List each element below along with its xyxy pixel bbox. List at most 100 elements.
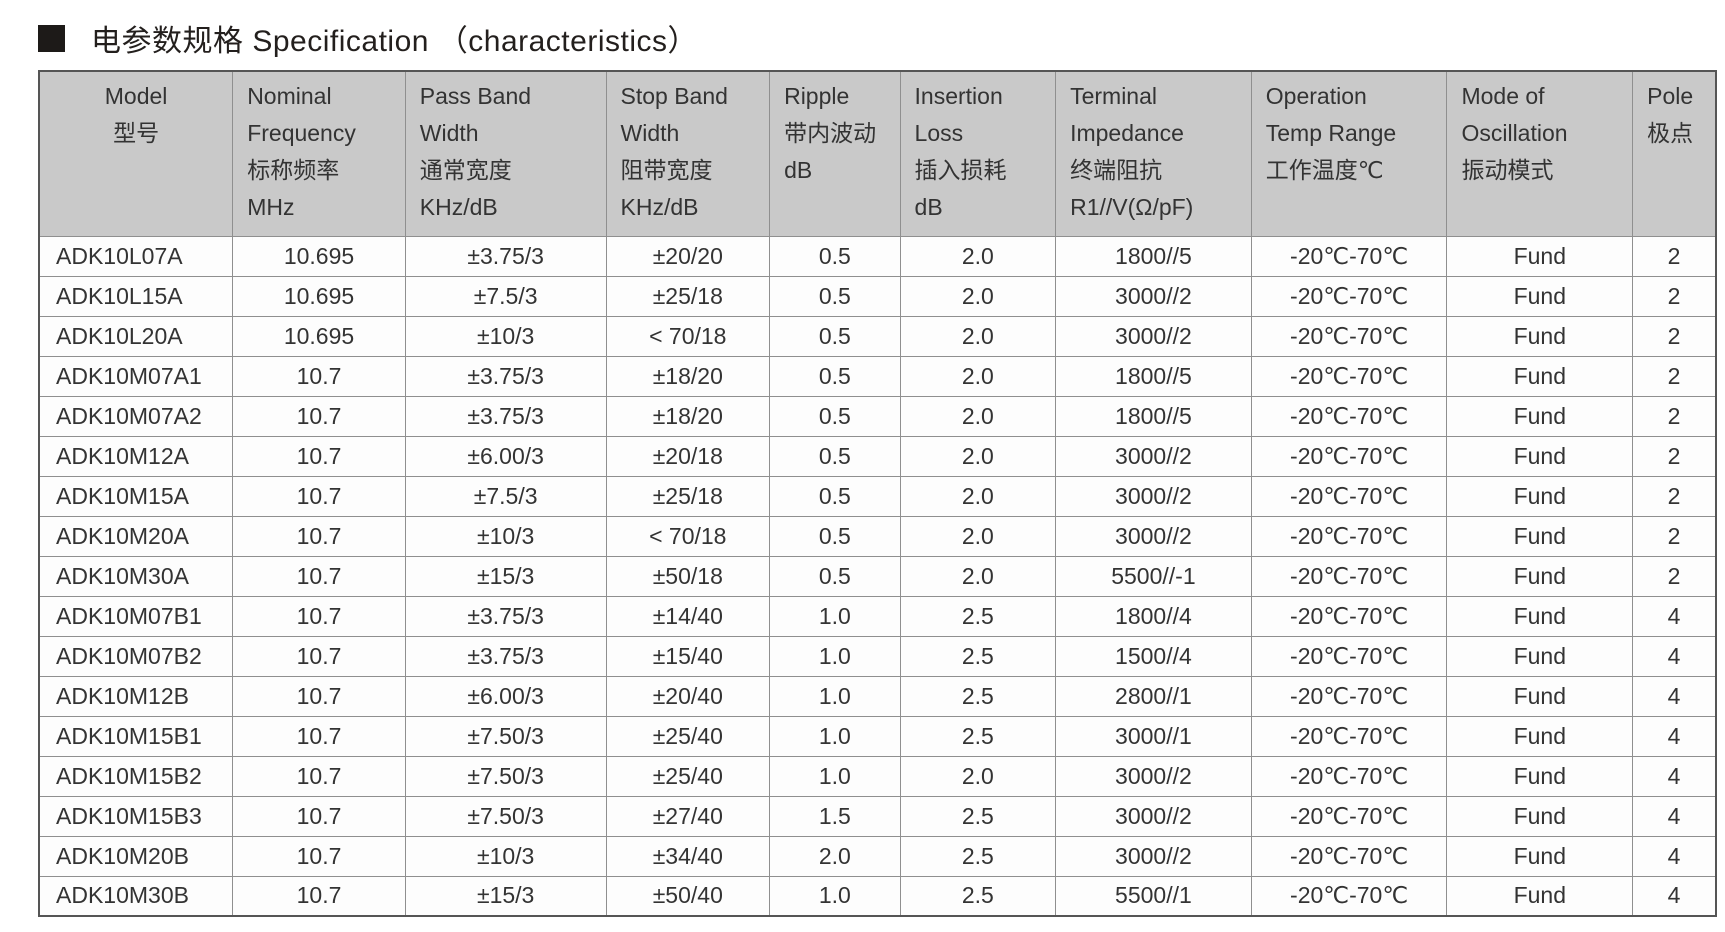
cell-insertion_loss: 2.5 <box>899 675 1057 717</box>
cell-stop_band_width: < 70/18 <box>605 315 771 357</box>
cell-mode_of_oscillation: Fund <box>1446 755 1634 797</box>
table-row: ADK10M15B1 10.7 ±7.50/3 ±25/40 1.0 2.5 3000//1… <box>38 715 1717 757</box>
table-row: ADK10M30B 10.7 ±15/3 ±50/40 1.0 2.5 5500//1 -20… <box>38 875 1717 917</box>
cell-operation_temp_range: -20℃-70℃ <box>1250 355 1448 397</box>
cell-mode_of_oscillation: Fund <box>1446 315 1634 357</box>
header-line: 阻带宽度 <box>620 157 713 183</box>
table-row: ADK10M07A2 10.7 ±3.75/3 ±18/20 0.5 2.0 1800//5… <box>38 395 1717 437</box>
cell-insertion_loss: 2.0 <box>899 355 1057 397</box>
header-cell-ripple: Ripple 带内波动 dB <box>769 70 901 237</box>
cell-terminal_impedance: 3000//2 <box>1055 835 1252 877</box>
cell-stop_band_width: ±50/40 <box>605 875 771 917</box>
cell-pass_band_width: ±6.00/3 <box>404 435 607 477</box>
cell-model: ADK10M07A1 <box>38 355 234 397</box>
cell-stop_band_width: ±34/40 <box>605 835 771 877</box>
header-line: dB <box>784 157 813 183</box>
cell-insertion_loss: 2.0 <box>899 475 1057 517</box>
cell-ripple: 0.5 <box>769 395 901 437</box>
cell-operation_temp_range: -20℃-70℃ <box>1250 755 1448 797</box>
header-cell-pass_band_width: Pass Band Width 通常宽度 KHz/dB <box>404 70 607 237</box>
cell-pole: 2 <box>1632 395 1717 437</box>
cell-pass_band_width: ±7.50/3 <box>404 715 607 757</box>
cell-stop_band_width: ±14/40 <box>605 595 771 637</box>
cell-nominal_frequency: 10.7 <box>232 475 406 517</box>
table-row: ADK10M12B 10.7 ±6.00/3 ±20/40 1.0 2.5 2800//1-… <box>38 675 1717 717</box>
cell-pass_band_width: ±3.75/3 <box>404 355 607 397</box>
cell-nominal_frequency: 10.7 <box>232 515 406 557</box>
cell-mode_of_oscillation: Fund <box>1446 355 1634 397</box>
header-line: 带内波动 <box>784 120 877 146</box>
cell-model: ADK10M07B2 <box>38 635 234 677</box>
cell-pass_band_width: ±6.00/3 <box>404 675 607 717</box>
cell-stop_band_width: ±25/18 <box>605 275 771 317</box>
cell-model: ADK10M30A <box>38 555 234 597</box>
cell-model: ADK10M07B1 <box>38 595 234 637</box>
cell-stop_band_width: ±25/40 <box>605 755 771 797</box>
table-row: ADK10M15A 10.7 ±7.5/3 ±25/18 0.5 2.0 3000//2 -2… <box>38 475 1717 517</box>
header-line: Terminal <box>1070 83 1157 109</box>
cell-terminal_impedance: 1800//4 <box>1055 595 1252 637</box>
cell-pole: 4 <box>1632 755 1717 797</box>
cell-terminal_impedance: 3000//2 <box>1055 435 1252 477</box>
cell-pass_band_width: ±3.75/3 <box>404 235 607 277</box>
cell-model: ADK10M15A <box>38 475 234 517</box>
cell-pole: 2 <box>1632 555 1717 597</box>
cell-operation_temp_range: -20℃-70℃ <box>1250 595 1448 637</box>
cell-operation_temp_range: -20℃-70℃ <box>1250 475 1448 517</box>
cell-nominal_frequency: 10.7 <box>232 755 406 797</box>
cell-terminal_impedance: 5500//1 <box>1055 875 1252 917</box>
cell-insertion_loss: 2.0 <box>899 515 1057 557</box>
cell-mode_of_oscillation: Fund <box>1446 275 1634 317</box>
cell-terminal_impedance: 2800//1 <box>1055 675 1252 717</box>
spec-table-header-row: Model 型号 Nominal Frequency 标称频率 MHz Pass Band W… <box>38 70 1717 237</box>
cell-stop_band_width: ±20/20 <box>605 235 771 277</box>
cell-insertion_loss: 2.0 <box>899 395 1057 437</box>
cell-nominal_frequency: 10.7 <box>232 835 406 877</box>
table-row: ADK10M07A1 10.7 ±3.75/3 ±18/20 0.5 2.0 1800//5… <box>38 355 1717 397</box>
cell-nominal_frequency: 10.7 <box>232 875 406 917</box>
cell-stop_band_width: ±20/18 <box>605 435 771 477</box>
header-line: 振动模式 <box>1461 157 1554 183</box>
cell-operation_temp_range: -20℃-70℃ <box>1250 315 1448 357</box>
cell-ripple: 0.5 <box>769 475 901 517</box>
cell-insertion_loss: 2.5 <box>899 795 1057 837</box>
cell-terminal_impedance: 3000//2 <box>1055 275 1252 317</box>
header-line: dB <box>914 194 943 220</box>
cell-mode_of_oscillation: Fund <box>1446 435 1634 477</box>
cell-mode_of_oscillation: Fund <box>1446 235 1634 277</box>
header-line: Width <box>419 120 479 146</box>
cell-pole: 2 <box>1632 435 1717 477</box>
header-line: Operation <box>1265 83 1367 109</box>
cell-ripple: 0.5 <box>769 315 901 357</box>
spec-table-header: Model 型号 Nominal Frequency 标称频率 MHz Pass Band W… <box>38 70 1717 237</box>
cell-model: ADK10M30B <box>38 875 234 917</box>
cell-pass_band_width: ±10/3 <box>404 515 607 557</box>
table-row: ADK10L15A 10.695 ±7.5/3 ±25/18 0.5 2.0 3000//2… <box>38 275 1717 317</box>
header-line: 插入损耗 <box>914 157 1007 183</box>
table-row: ADK10M15B3 10.7 ±7.50/3 ±27/40 1.5 2.5 3000//2… <box>38 795 1717 837</box>
cell-ripple: 0.5 <box>769 435 901 477</box>
cell-stop_band_width: ±18/20 <box>605 355 771 397</box>
header-line: 终端阻抗 <box>1070 157 1163 183</box>
header-cell-model: Model 型号 <box>38 70 234 237</box>
spec-table-body: ADK10L07A 10.695 ±3.75/3 ±20/20 0.5 2.0 1800//… <box>38 235 1717 917</box>
cell-insertion_loss: 2.5 <box>899 595 1057 637</box>
header-line: Insertion <box>914 83 1003 109</box>
header-line: 型号 <box>113 120 160 146</box>
cell-nominal_frequency: 10.695 <box>232 315 406 357</box>
cell-ripple: 1.0 <box>769 715 901 757</box>
cell-model: ADK10M12B <box>38 675 234 717</box>
cell-nominal_frequency: 10.7 <box>232 595 406 637</box>
header-line: R1//V(Ω/pF) <box>1070 194 1194 220</box>
cell-model: ADK10M07A2 <box>38 395 234 437</box>
cell-nominal_frequency: 10.7 <box>232 795 406 837</box>
cell-pass_band_width: ±15/3 <box>404 555 607 597</box>
cell-pole: 4 <box>1632 675 1717 717</box>
cell-pole: 2 <box>1632 315 1717 357</box>
cell-pass_band_width: ±7.50/3 <box>404 755 607 797</box>
header-line: Oscillation <box>1461 120 1568 146</box>
cell-terminal_impedance: 1800//5 <box>1055 395 1252 437</box>
cell-stop_band_width: < 70/18 <box>605 515 771 557</box>
cell-mode_of_oscillation: Fund <box>1446 875 1634 917</box>
cell-operation_temp_range: -20℃-70℃ <box>1250 395 1448 437</box>
